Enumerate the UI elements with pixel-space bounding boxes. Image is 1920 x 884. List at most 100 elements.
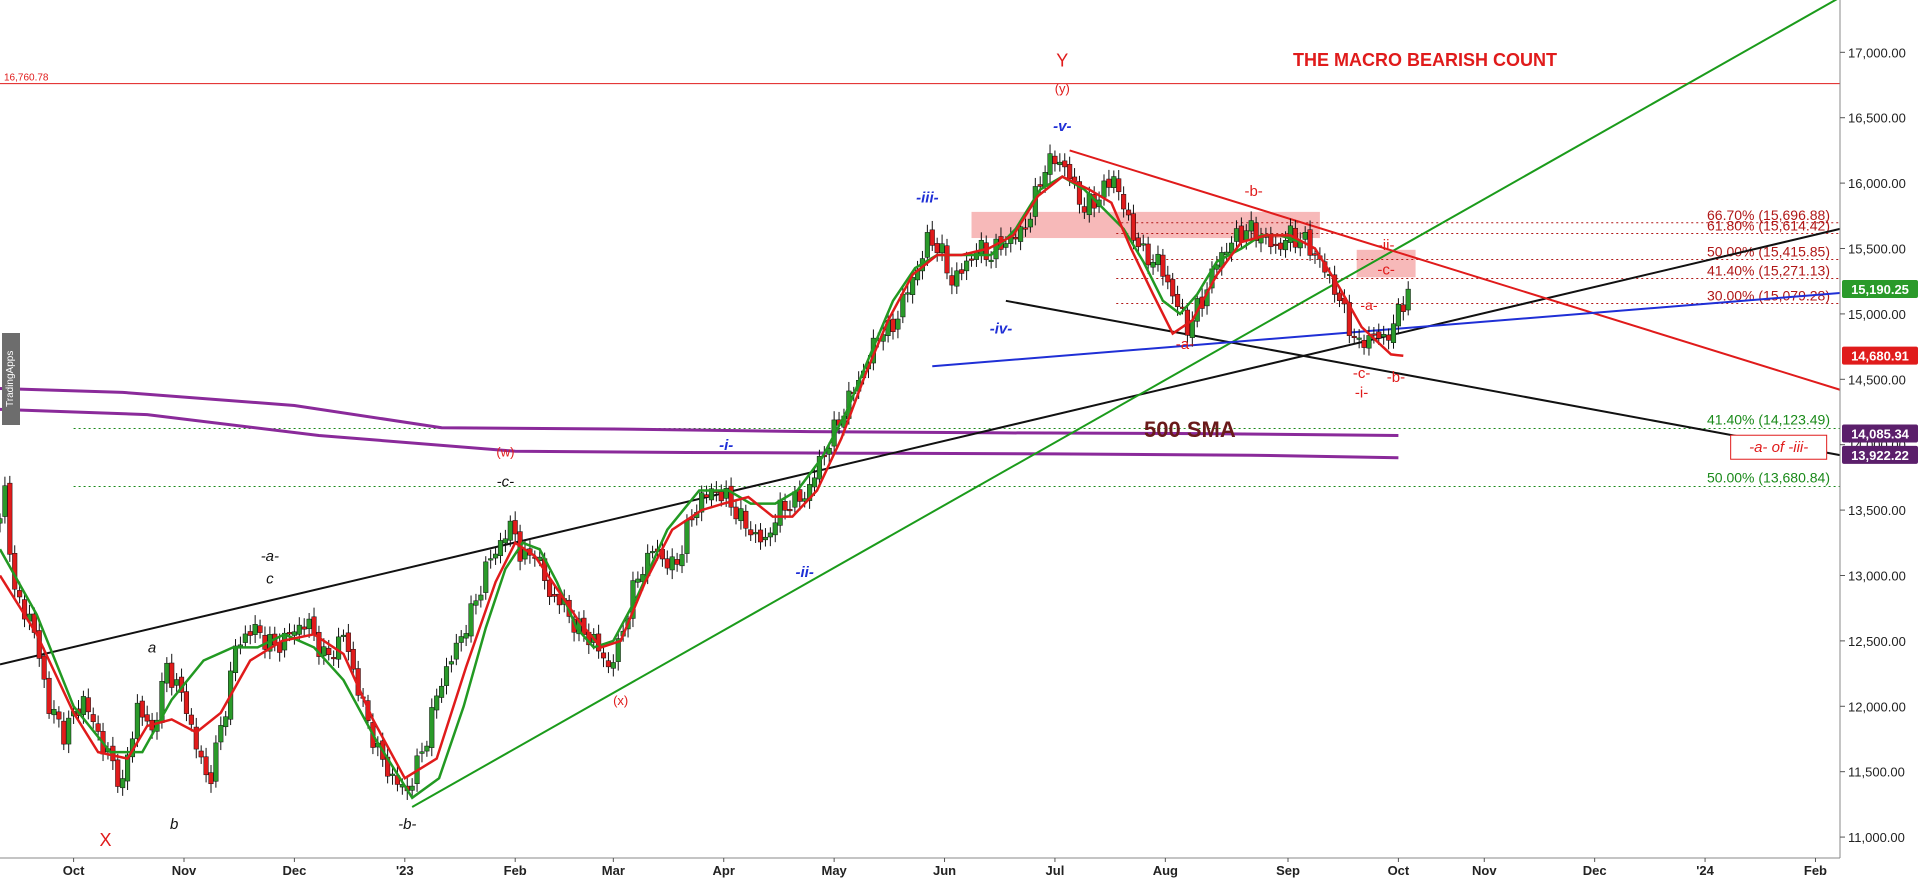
x-tick-label: Mar: [602, 863, 625, 878]
candle-body: [944, 245, 950, 274]
candle-body: [301, 626, 307, 630]
candle-body: [905, 292, 911, 295]
candle-body: [699, 492, 705, 513]
candle-body: [718, 491, 724, 502]
candle-body: [419, 751, 425, 754]
candle-body: [1390, 323, 1397, 343]
candle-body: [252, 624, 258, 635]
candle-body: [473, 600, 479, 606]
candle-body: [1003, 243, 1009, 248]
boxed-label: -a- of -iii-: [1749, 439, 1808, 456]
wave-label: Y: [1056, 51, 1068, 71]
candle-body: [95, 723, 101, 732]
candle-body: [797, 489, 803, 502]
candle-body: [1057, 161, 1063, 166]
sma-line: [0, 407, 1399, 460]
sma-line: [0, 387, 1399, 437]
candle-body: [733, 506, 739, 520]
trend-line: [0, 227, 1841, 666]
candle-body: [1361, 340, 1367, 348]
y-tick-label: 16,000.00: [1848, 176, 1906, 191]
x-tick-label: Feb: [504, 863, 527, 878]
candle-body: [1248, 220, 1254, 232]
candle-body: [321, 646, 327, 657]
candle-body: [762, 536, 768, 541]
candle-body: [1175, 293, 1181, 307]
candle-body: [1253, 222, 1259, 241]
x-tick-label: Oct: [63, 863, 85, 878]
x-tick-label: May: [821, 863, 847, 878]
wave-label: -a-: [261, 548, 279, 565]
candle-body: [1101, 180, 1107, 198]
candle-body: [1047, 153, 1053, 175]
wave-label: (w): [496, 444, 514, 459]
candle-body: [546, 579, 553, 597]
candle-body: [193, 726, 199, 750]
wave-label: -c-: [1377, 262, 1395, 279]
y-tick-label: 11,000.00: [1848, 830, 1905, 845]
candle-body: [1351, 335, 1357, 338]
candle-body: [1386, 334, 1392, 341]
candle-body: [41, 655, 47, 680]
candle-body: [910, 277, 916, 295]
wave-label: -v-: [1053, 118, 1071, 135]
candle-body: [1116, 178, 1122, 193]
candle-body: [1346, 302, 1352, 336]
candle-body: [458, 636, 464, 643]
candle-body: [1022, 227, 1029, 230]
candle-body: [306, 618, 312, 630]
candle-body: [1381, 334, 1387, 338]
candle-body: [85, 697, 91, 713]
candle-body: [1150, 262, 1156, 268]
candle-body: [389, 773, 396, 776]
candle-body: [340, 634, 347, 637]
candle-body: [110, 745, 116, 762]
candle-body: [1145, 243, 1151, 266]
candle-body: [453, 642, 459, 660]
candle-body: [1400, 304, 1406, 312]
candle-body: [0, 518, 3, 524]
candle-body: [748, 529, 754, 536]
x-tick-label: Dec: [282, 863, 306, 878]
candle-body: [350, 648, 356, 670]
candle-body: [17, 590, 23, 598]
candle-body: [286, 632, 293, 635]
candle-body: [409, 785, 415, 791]
candle-body: [237, 644, 243, 647]
candle-body: [1155, 253, 1161, 266]
candle-body: [895, 318, 901, 330]
candle-body: [46, 677, 52, 714]
candle-body: [929, 229, 935, 246]
candle-body: [1135, 237, 1141, 248]
candle-body: [1111, 176, 1117, 188]
candle-body: [429, 707, 435, 748]
candle-body: [934, 243, 940, 254]
fib-level-label: 50.00% (13,680.84): [1707, 469, 1830, 485]
candle-body: [213, 742, 219, 782]
candle-body: [978, 239, 984, 255]
sma-label: 500 SMA: [1144, 417, 1236, 442]
candle-body: [674, 559, 680, 565]
price-tag-box: [1842, 346, 1918, 365]
candle-body: [164, 662, 170, 684]
candle-body: [125, 754, 131, 782]
candle-body: [1302, 232, 1308, 240]
candle-body: [1395, 304, 1401, 327]
candle-body: [463, 633, 469, 639]
candle-body: [968, 258, 975, 261]
candle-body: [1018, 226, 1024, 242]
candle-body: [497, 540, 504, 556]
candle-body: [223, 716, 229, 728]
candle-body: [738, 508, 744, 522]
x-tick-label: '23: [396, 863, 414, 878]
candle-body: [291, 631, 297, 636]
candle-body: [949, 275, 955, 286]
candle-body: [439, 685, 445, 698]
candle-body: [743, 510, 749, 529]
boxed-label-frame: [1730, 434, 1828, 460]
candle-body: [208, 772, 214, 785]
candle-body: [811, 477, 818, 488]
candle-body: [336, 636, 342, 660]
candle-body: [257, 625, 263, 633]
candle-body: [483, 561, 489, 593]
